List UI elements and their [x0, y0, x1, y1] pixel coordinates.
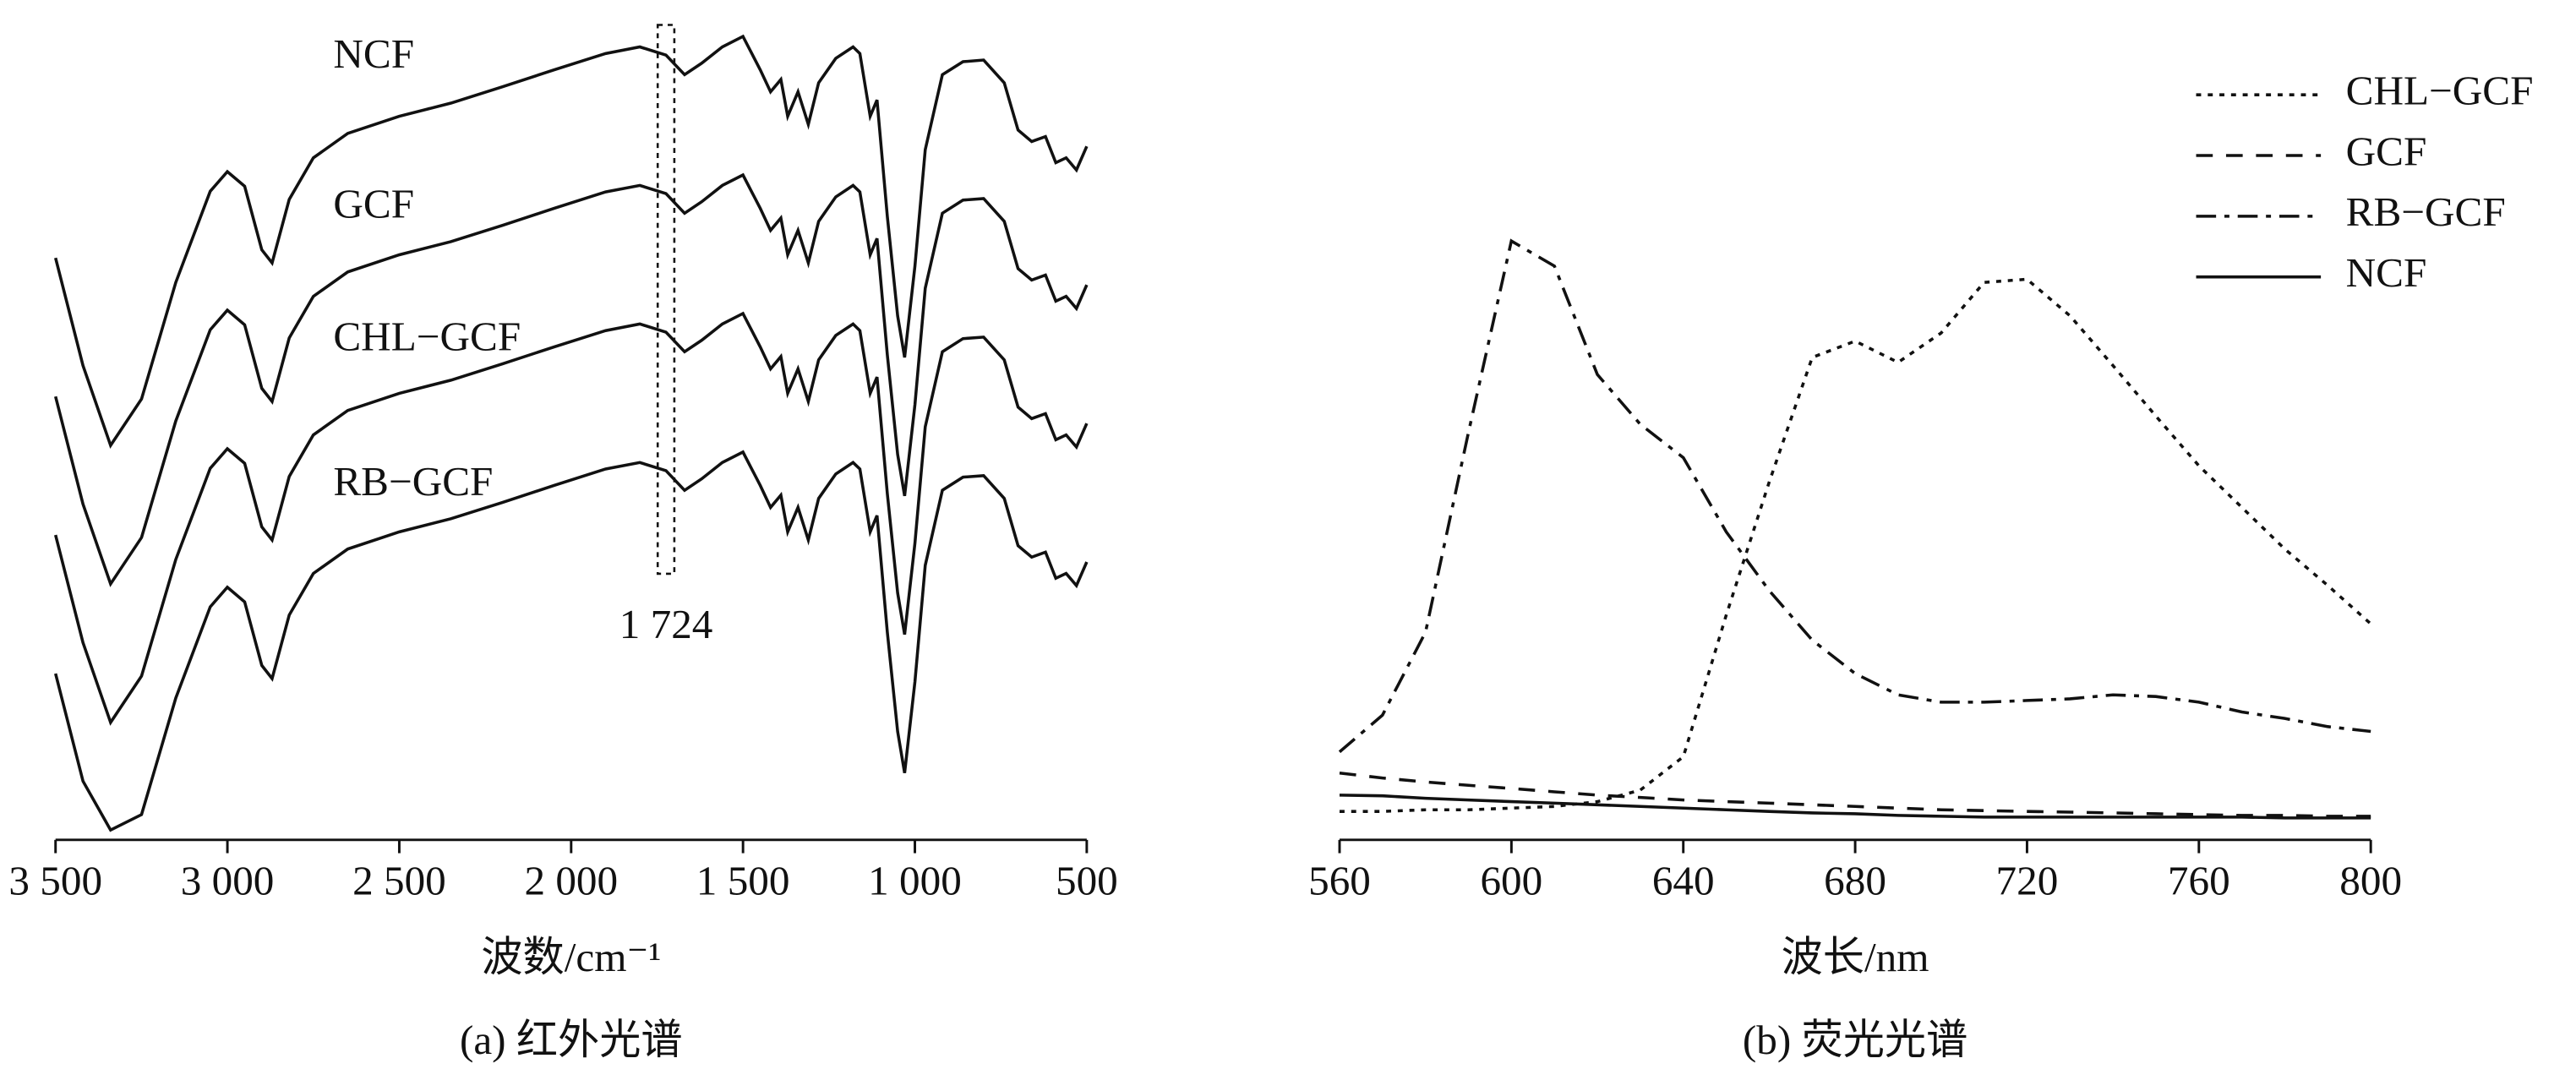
x-tick-label: 560: [1308, 857, 1371, 903]
series-line: [54, 34, 1089, 449]
legend-label: RB−GCF: [2346, 188, 2506, 235]
x-tick-label: 3 000: [181, 857, 275, 903]
x-tick-label: 760: [2168, 857, 2230, 903]
caption: (a) 红外光谱: [460, 1017, 683, 1063]
series-line: [54, 311, 1089, 726]
series-line: [1340, 277, 2372, 813]
annotation: 1 724: [619, 601, 713, 647]
series-line: [54, 172, 1089, 587]
legend-label: NCF: [2346, 249, 2427, 296]
x-tick-label: 680: [1824, 857, 1886, 903]
x-tick-label: 2 500: [352, 857, 446, 903]
x-tick-label: 2 000: [524, 857, 618, 903]
series-label: RB−GCF: [333, 458, 493, 505]
x-tick-label: 1 500: [696, 857, 790, 903]
x-tick-label: 500: [1056, 857, 1118, 903]
legend-label: CHL−GCF: [2346, 67, 2534, 113]
series-line: [1338, 238, 2371, 754]
x-tick-label: 3 500: [8, 857, 102, 903]
x-axis-label: 波长/nm: [1782, 934, 1929, 980]
x-axis-label: 波数/cm⁻¹: [481, 934, 661, 980]
caption: (b) 荧光光谱: [1743, 1017, 1967, 1063]
x-tick-label: 720: [1996, 857, 2059, 903]
x-tick-label: 800: [2339, 857, 2402, 903]
series-line: [1339, 771, 2371, 818]
x-tick-label: 600: [1480, 857, 1542, 903]
x-tick-label: 1 000: [868, 857, 962, 903]
legend-label: GCF: [2346, 128, 2427, 174]
series-line: [54, 450, 1089, 832]
x-tick-label: 640: [1652, 857, 1715, 903]
series-label: CHL−GCF: [333, 314, 521, 360]
series-label: NCF: [333, 30, 414, 77]
series-label: GCF: [333, 180, 414, 226]
series-line: [1339, 794, 2371, 820]
annotation-box: [656, 24, 676, 576]
